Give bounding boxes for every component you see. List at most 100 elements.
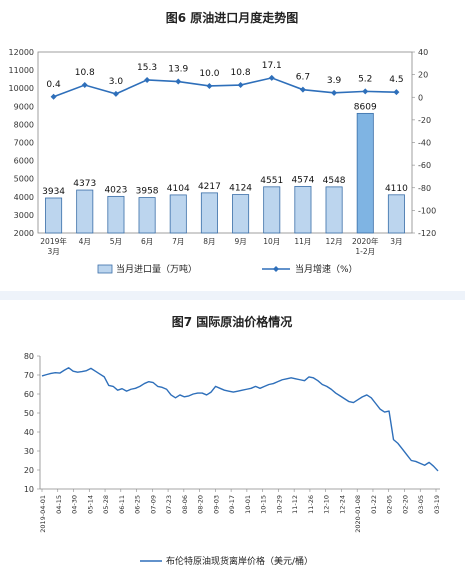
left-axis-tick-label: 12000	[9, 48, 34, 57]
import-bar-label: 4574	[291, 175, 314, 185]
y-tick-label: 40	[24, 428, 34, 437]
import-bar-label: 4124	[229, 184, 252, 194]
growth-point-marker	[175, 78, 182, 85]
category-label: 2019年 3月	[40, 236, 67, 256]
growth-point-marker	[393, 89, 400, 96]
x-tick-label: 05-14	[86, 495, 94, 514]
import-bar-label: 3934	[42, 187, 65, 197]
x-tick-label: 06-25	[134, 495, 142, 514]
growth-point-marker	[331, 89, 338, 96]
x-tick-label: 03-19	[433, 495, 441, 514]
growth-point-marker	[299, 86, 306, 93]
import-chart-panel: 图6 原油进口月度走势图 2000 3000 4000 5000 6000 7000 8000…	[0, 0, 465, 291]
growth-point-label: 5.2	[358, 74, 372, 84]
growth-point-label: 10.8	[75, 68, 95, 78]
growth-line	[53, 77, 397, 98]
right-axis-tick-label: -80	[418, 184, 431, 193]
left-axis-tick-label: 7000	[14, 139, 34, 148]
category-label: 8月	[203, 237, 215, 246]
growth-point-label: 3.0	[109, 77, 124, 87]
import-chart: 图6 原油进口月度走势图 2000 3000 4000 5000 6000 7000 8000…	[9, 10, 437, 275]
x-tick-label: 2019-04-01	[39, 495, 47, 533]
legend-price-label: 布伦特原油现货离岸价格（美元/桶）	[166, 555, 313, 567]
import-bar	[387, 194, 405, 234]
category-label: 4月	[79, 237, 91, 246]
x-tick-label: 02-05	[386, 495, 394, 514]
import-bar-label: 4548	[323, 176, 346, 186]
x-tick-label: 10-01	[244, 495, 252, 514]
y-tick-label: 80	[24, 352, 34, 361]
category-label: 2020年 1-2月	[352, 236, 379, 256]
chart1-title: 图6 原油进口月度走势图	[166, 10, 299, 25]
import-bar-label: 8609	[354, 102, 377, 112]
import-bar-label: 4110	[385, 184, 408, 194]
right-axis-tick-label: -60	[418, 161, 431, 170]
left-axis-tick-label: 2000	[14, 229, 34, 238]
left-axis-tick-label: 8000	[14, 120, 34, 129]
x-tick-label: 01-22	[370, 495, 378, 514]
import-bar	[76, 189, 94, 234]
category-label: 6月	[141, 237, 153, 246]
left-axis-tick-label: 6000	[14, 157, 34, 166]
import-bar	[169, 194, 187, 234]
x-tick-label: 07-23	[165, 495, 173, 514]
category-label: 12月	[326, 237, 343, 246]
left-axis-tick-label: 9000	[14, 102, 34, 111]
x-tick-label: 10-29	[275, 495, 283, 514]
x-tick-label: 02-20	[401, 495, 409, 514]
x-tick-label: 12-24	[338, 495, 346, 514]
import-bar	[45, 197, 63, 234]
x-tick-label: 08-06	[181, 495, 189, 514]
category-label: 5月	[110, 237, 122, 246]
growth-point-label: 3.9	[327, 76, 342, 86]
growth-point-marker	[206, 82, 213, 89]
growth-point-label: 10.8	[231, 68, 251, 78]
x-tick-label: 04-30	[71, 495, 79, 514]
x-tick-label: 09-03	[212, 495, 220, 514]
y-tick-label: 10	[24, 485, 34, 494]
x-tick-label: 2020-01-08	[354, 495, 362, 533]
x-tick-label: 05-28	[102, 495, 110, 514]
import-bar-label: 4551	[260, 176, 283, 186]
x-tick-label: 03-05	[417, 495, 425, 514]
right-axis-tick-label: -20	[418, 116, 431, 125]
right-axis-tick-label: -100	[418, 206, 436, 215]
left-axis-tick-label: 5000	[14, 175, 34, 184]
y-tick-label: 70	[24, 371, 34, 380]
x-tick-label: 11-26	[307, 495, 315, 514]
growth-point-marker	[112, 90, 119, 97]
legend-bar-label: 当月进口量（万吨）	[116, 263, 197, 275]
category-label: 11月	[294, 237, 311, 246]
import-bar-label: 4023	[104, 185, 127, 195]
import-bar-label: 3958	[136, 187, 159, 197]
x-tick-label: 11-12	[291, 495, 299, 514]
growth-point-label: 0.4	[46, 80, 61, 90]
growth-point-marker	[362, 88, 369, 95]
import-bar	[107, 195, 125, 234]
legend-line-label: 当月增速（%）	[295, 263, 358, 275]
y-tick-label: 50	[24, 409, 34, 418]
growth-point-marker	[268, 74, 275, 81]
import-bar	[200, 192, 218, 234]
y-tick-label: 60	[24, 390, 34, 399]
category-label: 3月	[390, 237, 402, 246]
x-tick-label: 07-09	[149, 495, 157, 514]
import-bar	[232, 194, 250, 234]
chart2-title: 图7 国际原油价格情况	[172, 314, 293, 329]
growth-point-marker	[50, 93, 57, 100]
category-label: 7月	[172, 237, 184, 246]
y-tick-label: 30	[24, 447, 34, 456]
x-tick-label: 04-15	[55, 495, 63, 514]
import-bar	[263, 186, 281, 234]
right-axis-tick-label: 0	[418, 93, 423, 102]
import-bar	[138, 197, 156, 234]
growth-point-label: 6.7	[296, 73, 310, 83]
import-bar	[356, 112, 374, 234]
category-label: 10月	[263, 237, 280, 246]
import-bar	[294, 186, 312, 234]
x-tick-label: 12-10	[323, 495, 331, 514]
growth-point-label: 13.9	[168, 65, 188, 75]
import-bar-label: 4217	[198, 182, 221, 192]
left-axis-tick-label: 10000	[9, 84, 34, 93]
brent-price-line	[41, 367, 439, 472]
